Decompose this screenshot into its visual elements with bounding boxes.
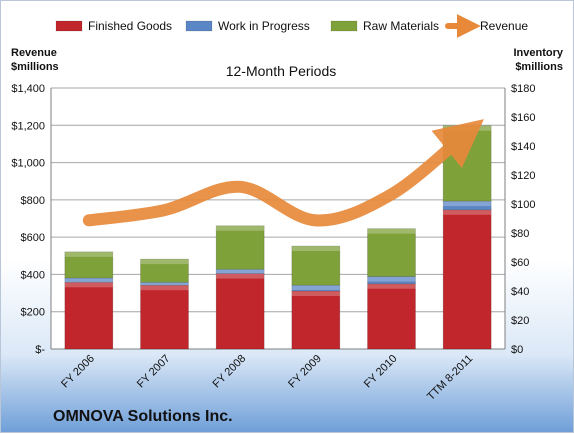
company-name: OMNOVA Solutions Inc. [53,408,233,425]
legend-label-finished-goods: Finished Goods [88,19,172,33]
bar-highlight [291,285,340,291]
bar-highlight [140,285,189,291]
legend-label-raw-materials: Raw Materials [363,19,439,33]
right-tick-label: $20 [511,315,529,327]
bar-raw-materials [367,228,416,277]
bar-highlight [443,209,492,215]
right-axis-title: Inventory $millions [513,47,563,73]
bar-highlight [216,225,265,231]
bar-finished-goods [64,281,114,350]
chart-title: 12-Month Periods [226,63,337,79]
plot-area: $- $200 $400 $600 $800 $1,000 $1,200 $1,400 $0 $2… [11,83,535,403]
revenue-line [82,119,484,227]
left-tick-label: $200 [21,307,45,319]
bar-highlight [216,273,265,279]
bar-raw-materials [140,258,189,283]
legend-label-work-in-progress: Work in Progress [218,19,310,33]
bar-highlight [64,282,113,288]
bar-raw-materials [215,225,265,270]
x-tick-label: TTM 8-2011 [425,353,475,403]
x-tick-label: FY 2009 [286,353,324,391]
bar-highlight [367,228,416,234]
bar-highlight [291,291,340,296]
left-tick-label: $800 [21,195,45,207]
bar-finished-goods [291,290,341,350]
left-axis-title: Revenue $millions [11,47,59,73]
bar-highlight [64,277,113,283]
left-tick-label: $1,200 [11,120,45,132]
left-tick-label: $400 [21,269,45,281]
left-tick-label: $1,400 [11,83,45,95]
x-tick-label: FY 2010 [362,353,400,391]
right-tick-label: $160 [511,112,535,124]
x-tick-label: FY 2006 [59,353,97,391]
left-tick-label: $- [35,344,45,356]
right-tick-label: $60 [511,257,529,269]
right-tick-label: $40 [511,286,529,298]
legend-swatch-raw-materials [330,20,358,32]
bar-finished-goods [140,284,189,350]
right-tick-label: $180 [511,83,535,95]
legend-swatch-finished-goods [55,20,83,32]
right-tick-label: $140 [511,141,535,153]
bar-finished-goods [215,273,265,350]
bar-highlight [443,201,492,207]
bar-highlight [367,276,416,282]
bar-finished-goods [442,209,492,350]
bar-raw-materials [64,251,114,279]
legend: Finished Goods Work in Progress Raw Materi… [55,14,528,38]
right-tick-label: $80 [511,228,529,240]
x-tick-label: FY 2008 [211,353,249,391]
bar-highlight [216,269,265,274]
bar-highlight [140,282,189,286]
bar-highlight [291,246,340,252]
bar-highlight [367,283,416,289]
legend-label-revenue: Revenue [480,19,528,33]
left-tick-label: $600 [21,232,45,244]
right-tick-label: $100 [511,199,535,211]
bar-highlight [64,251,113,257]
bar-finished-goods [367,283,416,350]
legend-swatch-work-in-progress [185,20,213,32]
right-tick-label: $0 [511,344,523,356]
bar-highlight [140,259,189,265]
x-tick-label: FY 2007 [135,353,173,391]
bar-raw-materials [291,245,341,286]
right-tick-label: $120 [511,170,535,182]
left-tick-label: $1,000 [11,158,45,170]
